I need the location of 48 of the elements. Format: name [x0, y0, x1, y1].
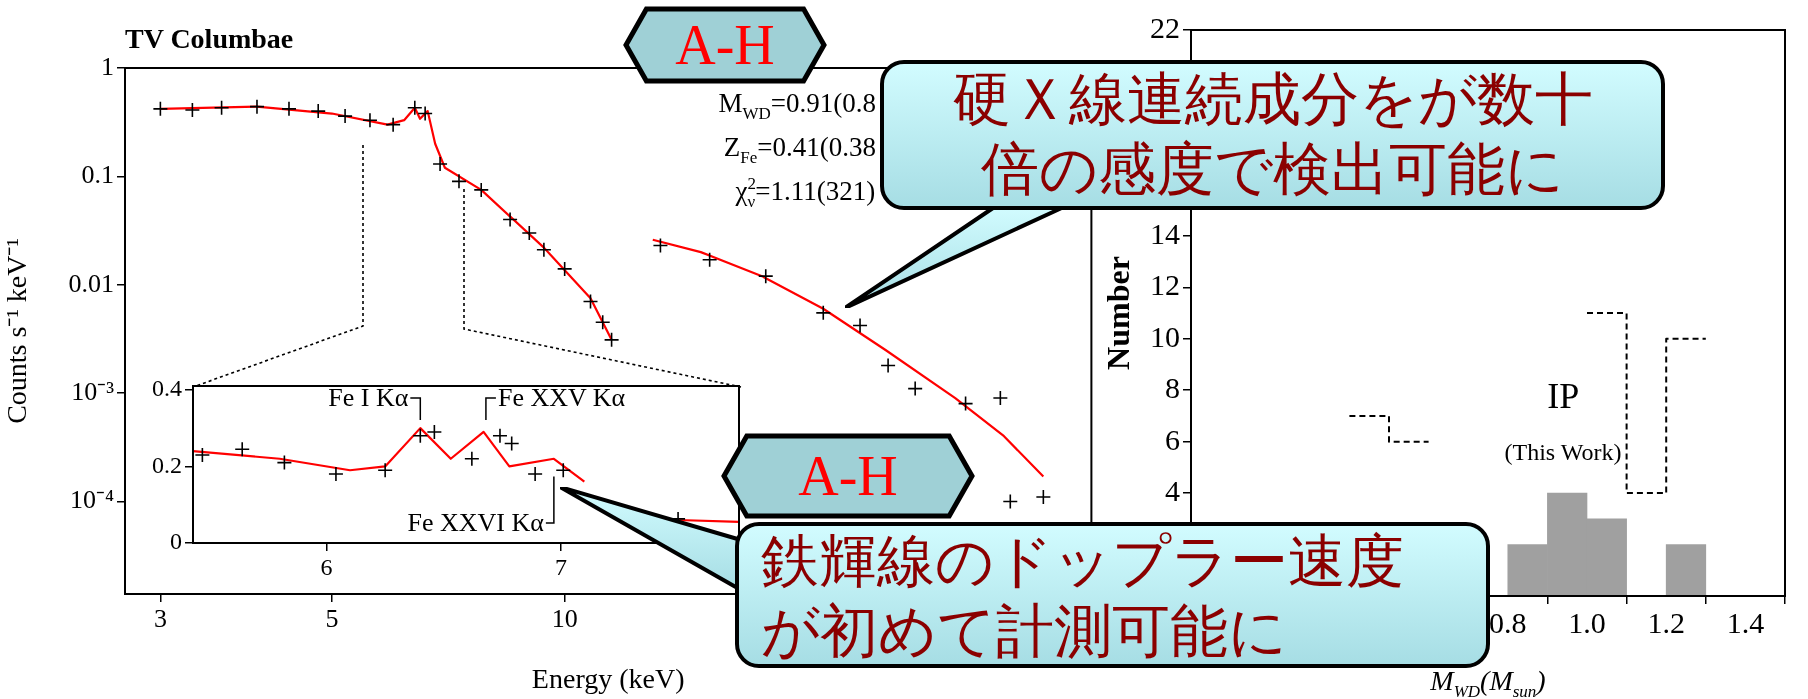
y-tick-label: 10	[1150, 319, 1180, 353]
y-tick-label: 8	[1165, 371, 1180, 405]
point	[234, 441, 251, 457]
x-tick-label: 1.2	[1647, 605, 1685, 639]
y-tick-label: 22	[1150, 10, 1180, 44]
y-tick-label: 10⁻³	[71, 376, 115, 406]
y-tick-label: 1	[101, 51, 114, 81]
annotation: Fe I Kα	[328, 383, 409, 412]
y-tick-label: 0.01	[68, 268, 114, 298]
annotation: A-H	[797, 444, 899, 508]
point	[527, 466, 543, 482]
x-tick-label: 3	[153, 604, 167, 634]
chart-title: TV Columbae	[125, 23, 294, 54]
y-tick-label: 4	[1165, 473, 1180, 507]
point	[194, 447, 211, 463]
y-axis-title: Counts s⁻¹ keV⁻¹	[1, 238, 33, 424]
x-tick-label: 7	[554, 553, 567, 580]
point	[503, 435, 520, 452]
point	[464, 450, 480, 467]
y-tick-label: 0	[170, 528, 182, 555]
annotation: IP	[1547, 376, 1580, 417]
point	[555, 462, 572, 479]
annotation: (This Work)	[1504, 438, 1622, 465]
y-tick-label: 10⁻⁴	[69, 485, 114, 515]
x-tick-label: 5	[325, 604, 339, 634]
point	[377, 462, 393, 479]
y-tick-label: 6	[1165, 422, 1180, 456]
point	[276, 454, 293, 471]
point	[492, 427, 508, 444]
annotation: 鉄輝線のドップラー速度が初めて計測可能に	[761, 526, 1405, 666]
annotation: Fe XXVI Kα	[407, 508, 545, 537]
y-tick-label: 0.4	[152, 375, 182, 402]
x-tick-label: 0.8	[1489, 605, 1527, 639]
annotation: Fe XXV Kα	[497, 383, 626, 412]
y-tick-label: 0.1	[81, 160, 114, 190]
y-tick-label: 12	[1150, 268, 1180, 302]
x-tick-label: 1.0	[1568, 605, 1606, 639]
y-axis-title: Number	[1100, 256, 1137, 370]
y-tick-label: 14	[1150, 216, 1180, 250]
x-tick-label: 10	[551, 604, 578, 634]
point	[328, 466, 344, 482]
x-axis-title: Energy (keV)	[531, 662, 685, 694]
annotation: 硬Ｘ線連続成分をが数十倍の感度で検出可能に	[951, 64, 1594, 204]
point	[426, 424, 443, 440]
annotation: A-H	[674, 13, 776, 77]
x-tick-label: 1.4	[1726, 605, 1765, 639]
point	[412, 427, 429, 444]
y-tick-label: 0.2	[152, 451, 182, 478]
